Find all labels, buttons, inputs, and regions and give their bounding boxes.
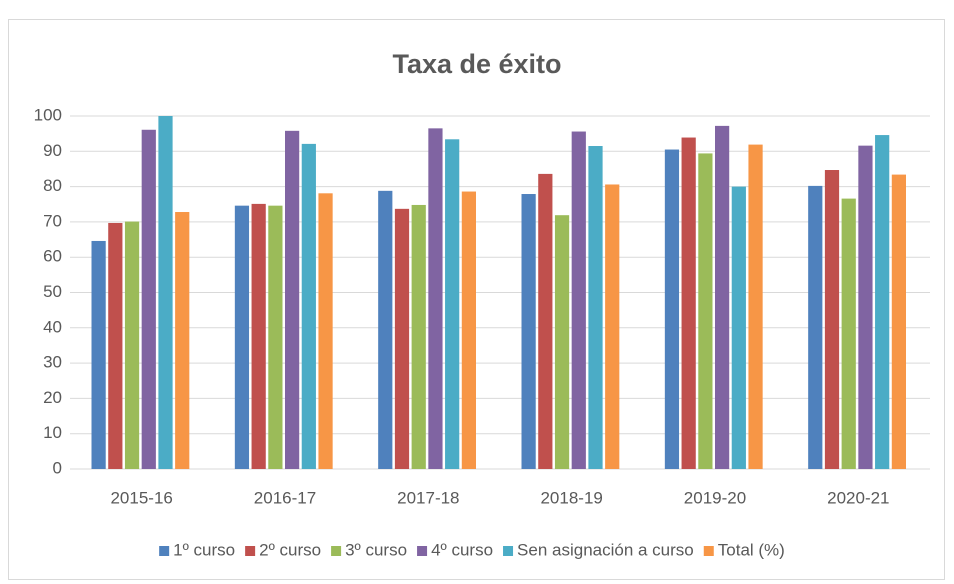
- bar: [141, 129, 156, 469]
- x-tick-label: 2016-17: [254, 488, 316, 507]
- bar: [124, 221, 140, 469]
- bar: [158, 116, 173, 469]
- legend-item: Sen asignación a curso: [503, 540, 694, 559]
- y-tick-label: 10: [43, 423, 62, 442]
- bar: [301, 143, 316, 469]
- legend-label: 1º curso: [173, 540, 235, 559]
- legend-item: 4º curso: [417, 540, 493, 559]
- legend-label: Sen asignación a curso: [517, 540, 694, 559]
- legend-swatch: [245, 546, 256, 556]
- y-tick-label: 80: [43, 176, 62, 195]
- bar: [461, 191, 476, 470]
- y-tick-label: 30: [43, 353, 62, 372]
- legend-item: 2º curso: [245, 540, 321, 559]
- y-tick-label: 0: [53, 458, 62, 477]
- bar: [318, 193, 333, 469]
- bar: [554, 215, 570, 469]
- bar: [234, 205, 250, 470]
- bar: [891, 174, 906, 469]
- bar: [91, 240, 106, 469]
- bar: [841, 198, 856, 470]
- bar: [715, 125, 730, 469]
- bar: [664, 149, 680, 469]
- bar: [808, 185, 823, 470]
- legend-swatch: [159, 546, 170, 556]
- legend-item: 3º curso: [331, 540, 407, 559]
- legend-label: Total (%): [718, 540, 785, 559]
- legend-swatch: [503, 546, 514, 556]
- bar: [251, 203, 266, 469]
- bar: [824, 170, 840, 469]
- y-tick-label: 40: [43, 317, 62, 336]
- x-tick-label: 2018-19: [540, 488, 602, 507]
- legend-swatch: [417, 546, 428, 556]
- bar: [748, 144, 763, 469]
- x-tick-label: 2020-21: [827, 488, 889, 507]
- bar: [411, 204, 426, 469]
- bar: [681, 137, 696, 469]
- bar: [521, 194, 536, 469]
- bar: [108, 222, 123, 469]
- legend-swatch: [703, 546, 714, 556]
- legend-swatch: [331, 546, 342, 556]
- bar: [605, 184, 620, 469]
- bar: [394, 208, 410, 470]
- x-tick-label: 2017-18: [397, 488, 459, 507]
- bar: [428, 128, 443, 470]
- y-tick-label: 50: [43, 282, 62, 301]
- bar: [571, 131, 586, 470]
- bar: [588, 146, 603, 469]
- x-tick-label: 2019-20: [684, 488, 746, 507]
- chart-title: Taxa de éxito: [392, 49, 561, 79]
- legend-label: 4º curso: [431, 540, 493, 559]
- bar: [445, 139, 460, 469]
- y-tick-label: 90: [43, 141, 62, 160]
- y-tick-label: 100: [34, 105, 62, 124]
- bar: [378, 190, 393, 469]
- legend-label: 2º curso: [259, 540, 321, 559]
- legend-item: 1º curso: [159, 540, 235, 559]
- x-tick-label: 2015-16: [110, 488, 172, 507]
- bar: [858, 145, 873, 470]
- bar: [698, 153, 713, 469]
- y-tick-label: 60: [43, 247, 62, 266]
- bar: [875, 135, 890, 469]
- y-tick-label: 70: [43, 211, 62, 230]
- legend-label: 3º curso: [345, 540, 407, 559]
- y-tick-label: 20: [43, 388, 62, 407]
- bar: [731, 186, 746, 469]
- bar: [268, 205, 283, 470]
- bar: [538, 173, 553, 469]
- bar: [285, 130, 300, 470]
- legend-item: Total (%): [703, 540, 785, 559]
- bar: [175, 212, 190, 470]
